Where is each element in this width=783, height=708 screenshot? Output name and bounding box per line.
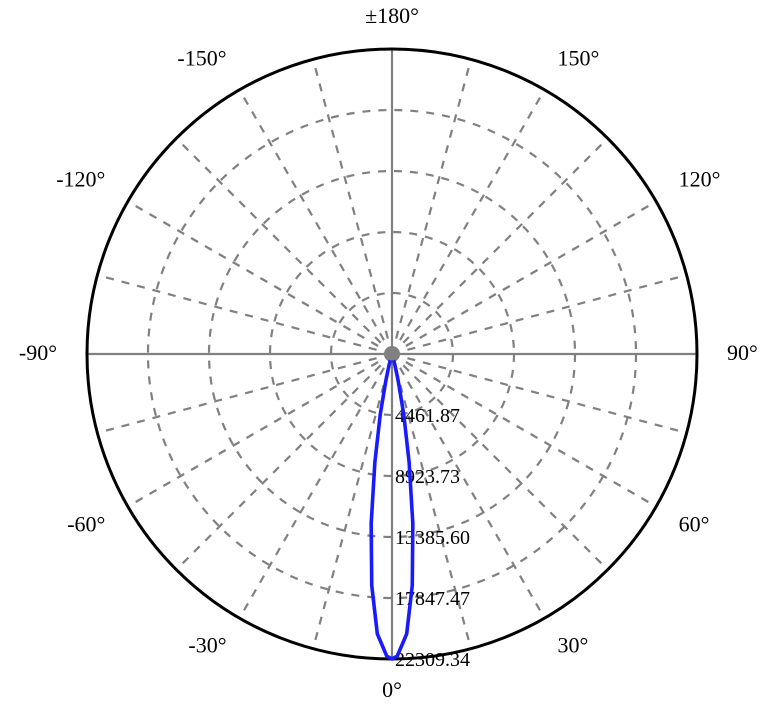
angle-label: -120° [56, 167, 105, 192]
angle-label: -30° [188, 633, 226, 658]
angle-label: 150° [558, 45, 600, 70]
angle-label: 30° [558, 633, 589, 658]
polar-chart: 4461.878923.7313385.6017847.4722309.34±1… [0, 0, 783, 708]
center-dot [386, 348, 399, 361]
ring-label: 8923.73 [395, 466, 460, 488]
angle-label: -150° [177, 45, 226, 70]
angle-label: 60° [679, 512, 710, 537]
angle-label: 120° [679, 167, 721, 192]
ring-label: 17847.47 [395, 588, 470, 610]
angle-label: -90° [19, 340, 57, 365]
angle-label: ±180° [365, 3, 419, 28]
polar-chart-svg: 4461.878923.7313385.6017847.4722309.34±1… [0, 0, 783, 708]
angle-label: 0° [382, 677, 402, 702]
angle-label: -60° [67, 512, 105, 537]
ring-label: 13385.60 [395, 527, 470, 549]
angle-label: 90° [727, 340, 758, 365]
ring-label: 22309.34 [395, 649, 470, 671]
